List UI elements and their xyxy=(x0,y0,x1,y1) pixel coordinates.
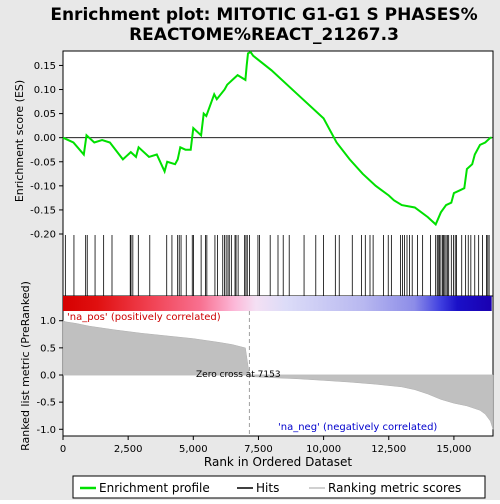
x-tick-label: 10,000 xyxy=(306,444,341,455)
x-tick-label: 2,500 xyxy=(114,444,143,455)
x-tick-label: 5,000 xyxy=(179,444,208,455)
metric-y-tick-label: -0.5 xyxy=(36,398,56,409)
es-y-tick-label: 0.00 xyxy=(34,133,56,144)
rank-x-axis: 0 2,500 5,000 7,500 10,000 12,500 15,000 xyxy=(60,436,471,455)
chart-title-line-2: REACTOME%REACT_21267.3 xyxy=(129,25,399,45)
es-series xyxy=(62,50,493,227)
metric-y-tick-label: 0.0 xyxy=(40,371,56,382)
metric-y-tick-label: 1.0 xyxy=(40,316,56,327)
x-axis-label: Rank in Ordered Dataset xyxy=(204,455,352,469)
legend-hits-label: Hits xyxy=(256,481,279,495)
es-y-tick-label: -0.15 xyxy=(30,205,56,216)
ranking-heatmap-bar xyxy=(63,296,492,311)
zero-cross-label: Zero cross at 7153 xyxy=(196,370,281,380)
metric-y-axis: 1.0 0.5 0.0 -0.5 -1.0 xyxy=(36,316,63,436)
es-y-axis: 0.15 0.10 0.05 0.00 -0.05 -0.10 -0.15 -0.20 xyxy=(30,61,63,241)
es-y-tick-label: 0.05 xyxy=(34,109,56,120)
legend-metric-label: Ranking metric scores xyxy=(328,481,461,495)
legend-enrichment-label: Enrichment profile xyxy=(99,481,210,495)
chart-title-line-1: Enrichment plot: MITOTIC G1-G1 S PHASES% xyxy=(50,5,477,25)
legend-frame xyxy=(72,475,486,499)
neg-correlation-label: 'na_neg' (negatively correlated) xyxy=(278,422,437,433)
metric-y-axis-label: Ranked list metric (PreRanked) xyxy=(19,281,32,451)
es-y-tick-label: 0.15 xyxy=(34,61,56,72)
es-y-tick-label: -0.10 xyxy=(30,181,56,192)
metric-y-tick-label: 0.5 xyxy=(40,343,56,354)
pos-correlation-label: 'na_pos' (positively correlated) xyxy=(67,312,221,323)
enrichment-profile-line xyxy=(62,50,492,227)
es-y-tick-label: -0.05 xyxy=(30,157,56,168)
x-tick-label: 0 xyxy=(60,444,66,455)
heatmap-strip xyxy=(63,296,492,311)
x-tick-label: 7,500 xyxy=(244,444,273,455)
es-y-tick-label: -0.20 xyxy=(30,230,56,241)
es-y-axis-label: Enrichment score (ES) xyxy=(13,80,26,202)
x-tick-label: 15,000 xyxy=(436,444,471,455)
x-tick-label: 12,500 xyxy=(371,444,406,455)
es-y-tick-label: 0.10 xyxy=(34,85,56,96)
metric-y-tick-label: -1.0 xyxy=(36,425,56,436)
legend: Enrichment profile Hits Ranking metric s… xyxy=(72,475,486,499)
ranking-metric-series xyxy=(62,311,494,436)
hit-markers xyxy=(64,235,490,296)
